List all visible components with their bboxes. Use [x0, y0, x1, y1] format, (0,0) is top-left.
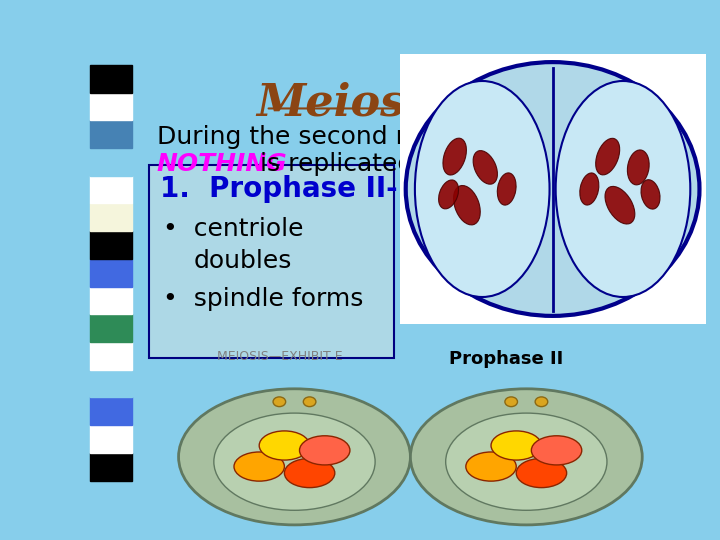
- Text: 1.  Prophase II-: 1. Prophase II-: [160, 175, 397, 203]
- Ellipse shape: [556, 81, 690, 297]
- Ellipse shape: [444, 138, 465, 176]
- Ellipse shape: [234, 452, 284, 481]
- Ellipse shape: [259, 431, 310, 460]
- Bar: [90, 176, 132, 204]
- Ellipse shape: [284, 458, 335, 488]
- Bar: [90, 65, 132, 92]
- Text: Meiosis II: Meiosis II: [256, 82, 504, 124]
- Bar: [90, 342, 132, 370]
- Text: MEIOSIS—EXHIBIT E: MEIOSIS—EXHIBIT E: [217, 349, 343, 363]
- Ellipse shape: [495, 174, 518, 204]
- Text: NOTHING: NOTHING: [157, 152, 287, 176]
- Ellipse shape: [516, 458, 567, 488]
- Ellipse shape: [273, 397, 286, 407]
- Ellipse shape: [491, 431, 541, 460]
- Bar: [90, 287, 132, 314]
- Ellipse shape: [179, 389, 410, 525]
- Text: is replicated.: is replicated.: [252, 152, 421, 176]
- Bar: [90, 314, 132, 342]
- Ellipse shape: [605, 186, 635, 224]
- FancyBboxPatch shape: [148, 165, 394, 358]
- Bar: [90, 204, 132, 231]
- Bar: [90, 370, 132, 397]
- Ellipse shape: [628, 150, 649, 185]
- Ellipse shape: [535, 397, 548, 407]
- Ellipse shape: [303, 397, 316, 407]
- Bar: [90, 148, 132, 176]
- Ellipse shape: [446, 413, 607, 510]
- Bar: [90, 453, 132, 481]
- Bar: [90, 120, 132, 148]
- Text: Prophase II: Prophase II: [449, 349, 563, 368]
- Ellipse shape: [410, 389, 642, 525]
- Ellipse shape: [578, 174, 600, 204]
- Text: •  spindle forms: • spindle forms: [163, 287, 363, 311]
- Bar: [90, 231, 132, 259]
- Bar: [90, 259, 132, 287]
- Bar: [90, 425, 132, 453]
- Bar: [90, 92, 132, 120]
- Ellipse shape: [406, 62, 700, 316]
- Text: During the second meiotic division: During the second meiotic division: [157, 125, 592, 149]
- Ellipse shape: [300, 436, 350, 465]
- Ellipse shape: [466, 452, 516, 481]
- Ellipse shape: [642, 180, 660, 209]
- Ellipse shape: [531, 436, 582, 465]
- Ellipse shape: [505, 397, 518, 407]
- Ellipse shape: [474, 150, 496, 185]
- Ellipse shape: [595, 139, 620, 174]
- Ellipse shape: [438, 180, 459, 209]
- Text: •  centriole: • centriole: [163, 217, 303, 240]
- Ellipse shape: [214, 413, 375, 510]
- Ellipse shape: [415, 81, 549, 297]
- Text: doubles: doubles: [193, 248, 292, 273]
- Ellipse shape: [453, 186, 481, 225]
- Bar: [90, 397, 132, 425]
